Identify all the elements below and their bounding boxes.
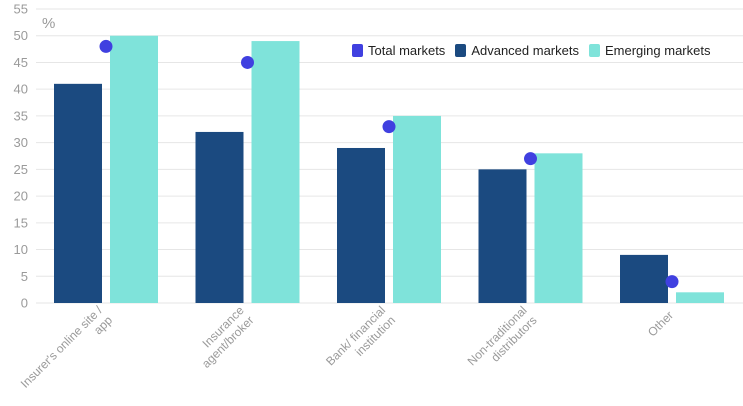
legend-swatch-advanced xyxy=(455,43,467,57)
bar-emerging xyxy=(676,292,724,303)
y-tick-label: 45 xyxy=(14,55,28,70)
y-tick-label: 30 xyxy=(14,135,28,150)
total-dots xyxy=(99,39,679,289)
x-category-line: Insurer's online site / xyxy=(18,303,106,391)
bar-advanced xyxy=(54,83,102,303)
bar-emerging xyxy=(393,115,441,303)
bar-emerging xyxy=(534,153,583,303)
x-category-label: Insurer's online site /app xyxy=(18,303,116,401)
y-tick-label: 0 xyxy=(21,296,28,311)
dot-total xyxy=(241,55,254,69)
y-tick-label: 35 xyxy=(14,108,28,123)
legend-label-emerging: Emerging markets xyxy=(604,42,711,58)
x-category-label: Insuranceagent/broker xyxy=(189,303,257,371)
y-tick-label: 25 xyxy=(14,162,28,177)
legend-label-advanced: Advanced markets xyxy=(471,42,579,58)
dot-total xyxy=(524,152,537,166)
legend-swatch-total xyxy=(352,43,363,57)
x-axis-categories: Insurer's online site /app Insuranceagent… xyxy=(18,303,676,401)
bar-advanced xyxy=(337,147,385,303)
y-tick-label: 15 xyxy=(14,215,28,230)
bar-emerging xyxy=(251,41,300,304)
y-tick-label: 20 xyxy=(14,189,28,204)
legend-label-total: Total markets xyxy=(368,42,446,58)
x-category-label: Bank/ financialinstitution xyxy=(323,303,398,378)
bar-advanced xyxy=(620,254,668,303)
legend-item-advanced: Advanced markets xyxy=(455,43,579,58)
dot-total xyxy=(99,39,113,53)
y-tick-label: 50 xyxy=(14,28,28,43)
x-category-label: Other xyxy=(645,308,676,339)
y-tick-label: 10 xyxy=(14,242,28,257)
legend-item-total: Total markets xyxy=(352,43,445,58)
legend-item-emerging: Emerging markets xyxy=(588,42,711,58)
bars xyxy=(54,35,724,304)
y-tick-label: 55 xyxy=(14,2,28,17)
bar-emerging xyxy=(110,35,158,304)
x-category-label: Non-traditionaldistributors xyxy=(465,303,540,378)
y-unit-label: % xyxy=(42,15,55,32)
y-tick-label: 5 xyxy=(21,269,28,284)
legend: Total markets Advanced markets Emerging … xyxy=(346,38,717,62)
dot-total xyxy=(382,120,396,134)
dot-total xyxy=(665,275,679,289)
legend-swatch-emerging xyxy=(588,43,600,57)
bar-advanced xyxy=(478,169,527,303)
y-tick-label: 40 xyxy=(14,82,28,97)
bar-advanced xyxy=(195,131,244,303)
x-category-line: Other xyxy=(645,308,676,339)
y-axis-ticks: 0 5 10 15 20 25 30 35 40 45 50 55 xyxy=(14,2,28,311)
